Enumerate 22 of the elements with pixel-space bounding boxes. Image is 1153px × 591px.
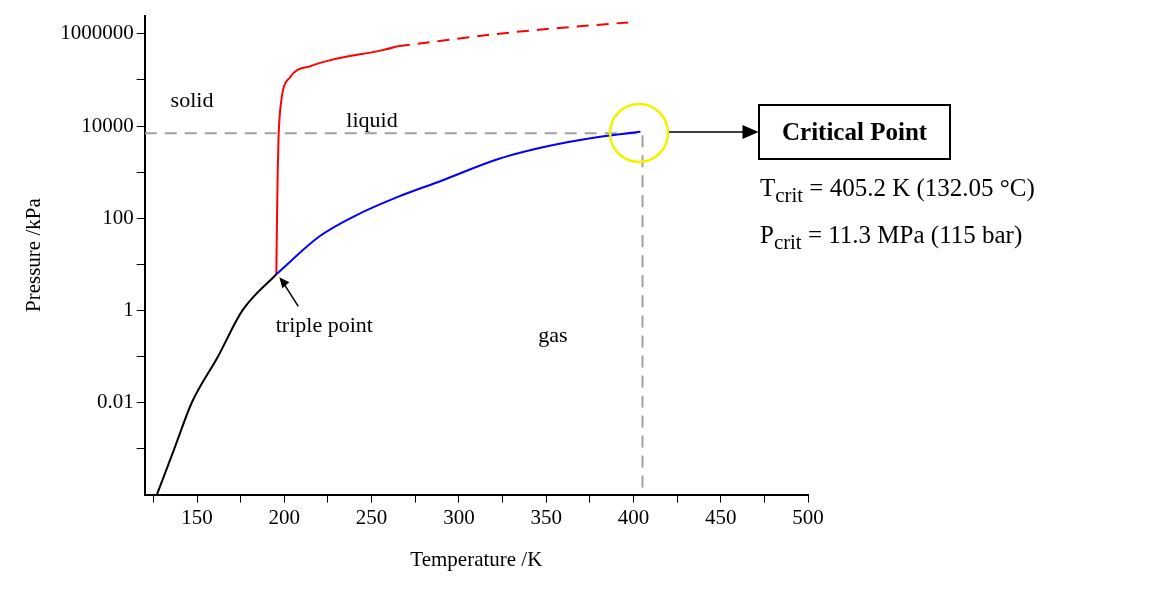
- x-tick-label: 250: [355, 504, 388, 529]
- x-axis-title: Temperature /K: [410, 546, 543, 571]
- annotation: P$_{crit}$ = 11.3 MPa (115 bar): [760, 220, 1024, 256]
- x-tick-label: 450: [704, 504, 737, 529]
- annotation: T$_{crit}$ = 405.2 K (132.05 °C): [760, 173, 1035, 209]
- y-axis-title: Pressure /kPa: [21, 197, 46, 312]
- annotation: solid: [170, 87, 214, 113]
- x-tick-label: 350: [530, 504, 562, 529]
- annotation: Critical Point: [758, 104, 952, 160]
- y-tick-label: 0.01: [96, 388, 134, 413]
- x-tick-label: 400: [617, 504, 650, 529]
- annotation: liquid: [346, 107, 398, 133]
- y-tick-label: 10000: [81, 112, 134, 137]
- x-tick-label: 150: [181, 504, 213, 529]
- x-tick-label: 300: [443, 504, 475, 529]
- y-tick-label: 100: [102, 204, 134, 229]
- annotation: triple point: [275, 312, 373, 338]
- y-tick-label: 1000000: [60, 20, 134, 45]
- x-tick-label: 200: [268, 504, 301, 529]
- y-tick-label: 1: [123, 296, 134, 321]
- x-tick-label: 500: [792, 504, 824, 529]
- annotation: gas: [538, 322, 568, 348]
